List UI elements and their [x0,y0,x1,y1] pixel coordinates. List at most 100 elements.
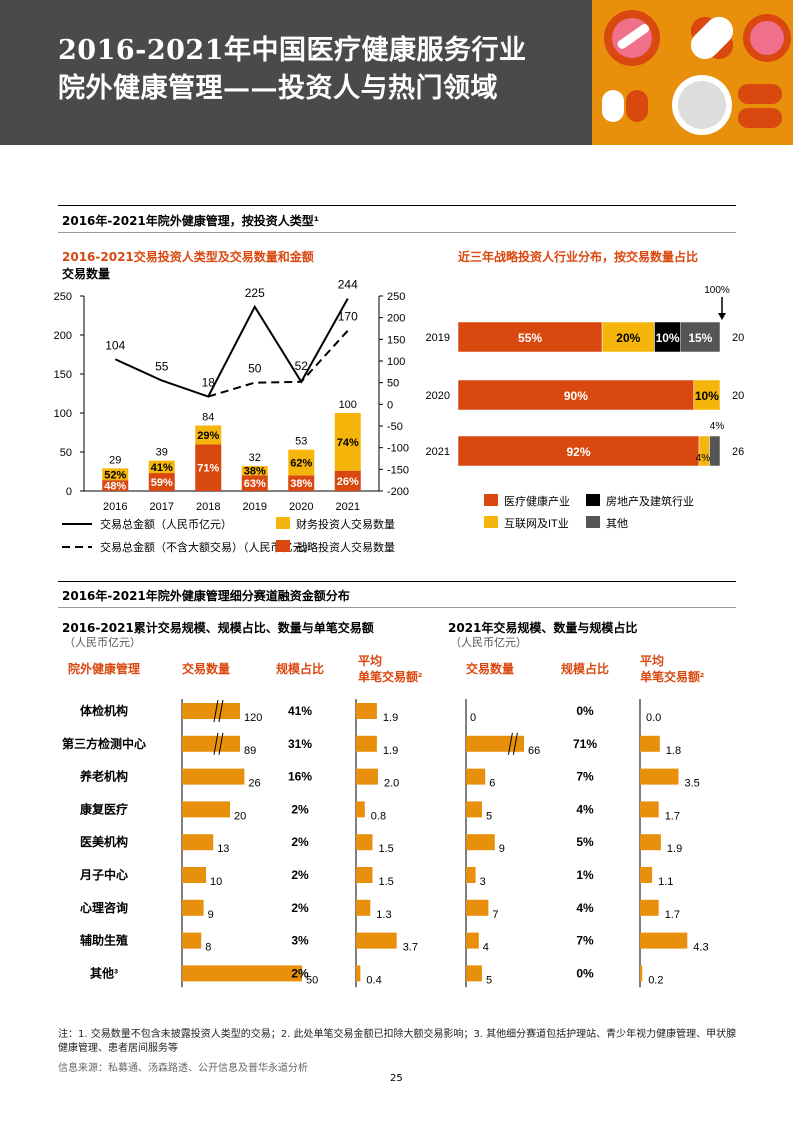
bar-total-label: 84 [202,411,214,423]
count-value-right: 66 [528,745,540,757]
table-header-avg2-left: 单笔交易额² [358,669,422,684]
count-bar-right [466,932,479,949]
avg-value-left: 0.8 [371,810,386,822]
share-value-left: 16% [288,770,312,784]
table-row-name: 第三方检测中心 [62,736,146,751]
section1-rule [58,205,736,206]
avg-value-left: 1.3 [376,909,391,921]
avg-value-right: 0.0 [646,712,661,724]
line-total-amount [114,298,349,398]
share-value-right: 0% [576,704,594,718]
table-left-title: 2016-2021累计交易规模、规模占比、数量与单笔交易额 [62,621,374,635]
source-note: 信息来源：私募通、汤森路透、公开信息及普华永道分析 [58,1063,308,1074]
section2-rule [58,581,736,582]
x-tick-label: 2019 [243,501,267,513]
x-tick-label: 2017 [150,501,174,513]
avg-value-left: 1.9 [383,745,398,757]
legend-label-total: 交易总金额（人民币亿元） [100,517,232,531]
financial-pct-label: 29% [197,430,219,442]
avg-bar-left [356,965,361,982]
count-bar-left [182,867,206,883]
share-value-right: 71% [573,737,597,751]
axis-break-right [507,732,518,755]
y2-tick-label: 50 [387,378,399,390]
table-header-share-right: 规模占比 [561,661,609,676]
avg-bar-right [640,834,661,851]
share-value-left: 41% [288,704,312,718]
bar-total-label: 100 [339,399,357,411]
avg-value-left: 1.5 [379,843,394,855]
legend2-label: 互联网及IT业 [504,517,569,530]
stack-segment-label: 90% [564,389,588,403]
avg-value-right: 4.3 [693,942,708,954]
section1-title: 2016年-2021年院外健康管理，按投资人类型¹ [62,214,320,228]
y2-tick-label: 100 [387,356,405,368]
bar-financial [288,449,315,476]
avg-bar-left [356,703,377,719]
avg-bar-left [356,834,373,851]
stack-row-label: 2019 [426,332,450,344]
avg-bar-right [640,735,660,752]
avg-value-right: 1.7 [665,810,680,822]
bar-strategic [148,473,175,491]
share-value-right: 4% [576,901,594,915]
title-line-1: 2016-2021年中国医疗健康服务行业 [58,35,527,66]
table-row-name: 医美机构 [80,834,128,849]
count-value-right: 6 [489,778,495,790]
count-value-left: 20 [234,810,246,822]
stack-small-label-2: 4% [710,421,725,432]
x-tick-label: 2016 [103,501,127,513]
share-value-right: 1% [576,868,594,882]
table-header-count-left: 交易数量 [182,661,230,676]
count-bar-right [466,768,486,785]
line-value-label: 244 [338,278,358,292]
count-value-right: 0 [470,712,476,724]
section2-title: 2016年-2021年院外健康管理细分赛道融资金额分布 [62,589,350,603]
avg-value-right: 3.5 [685,778,700,790]
avg-bar-left [356,735,377,752]
stack-row-label: 2020 [426,390,450,402]
strategic-pct-label: 71% [197,463,219,475]
bar-strategic [288,475,315,491]
count-value-left: 9 [208,909,214,921]
top-100pct-label: 100% [704,285,730,296]
line-value-label: 52 [295,359,309,373]
y-tick-label: 250 [54,291,72,303]
count-bar-right [466,899,489,916]
bar-financial [148,460,175,474]
stack-segment-label: 92% [567,445,591,459]
count-value-left: 89 [244,745,256,757]
line-value-label: 104 [105,338,125,352]
table-row-name: 月子中心 [79,867,128,882]
pill-decoration [592,0,793,145]
avg-value-right: 1.7 [665,909,680,921]
avg-bar-left [356,932,397,949]
x-tick-label: 2018 [196,501,220,513]
avg-bar-right [640,965,643,982]
share-value-right: 7% [576,934,594,948]
stack-segment [601,321,655,353]
y2-tick-label: 150 [387,334,405,346]
y2-tick-label: -150 [387,464,409,476]
stack-segment [693,379,721,411]
bar-total-label: 39 [156,447,168,459]
line-value-label: 225 [245,286,265,300]
stack-count-label: 20 [732,390,744,402]
avg-bar-right [640,801,659,818]
arrow-head [718,313,726,320]
share-value-right: 5% [576,835,594,849]
count-value-right: 9 [499,843,505,855]
page-number: 25 [390,1073,403,1084]
strategic-pct-label: 38% [290,478,312,490]
count-bar-right [466,867,476,883]
strategic-pct-label: 48% [104,481,126,493]
share-value-left: 2% [291,966,309,980]
pill-icons [602,10,791,135]
bar-strategic [195,444,222,491]
y2-tick-label: -50 [387,421,403,433]
avg-bar-right [640,768,679,785]
table-header-avg1-right: 平均 [640,653,664,668]
share-value-left: 3% [291,934,309,948]
avg-value-left: 3.7 [403,942,418,954]
